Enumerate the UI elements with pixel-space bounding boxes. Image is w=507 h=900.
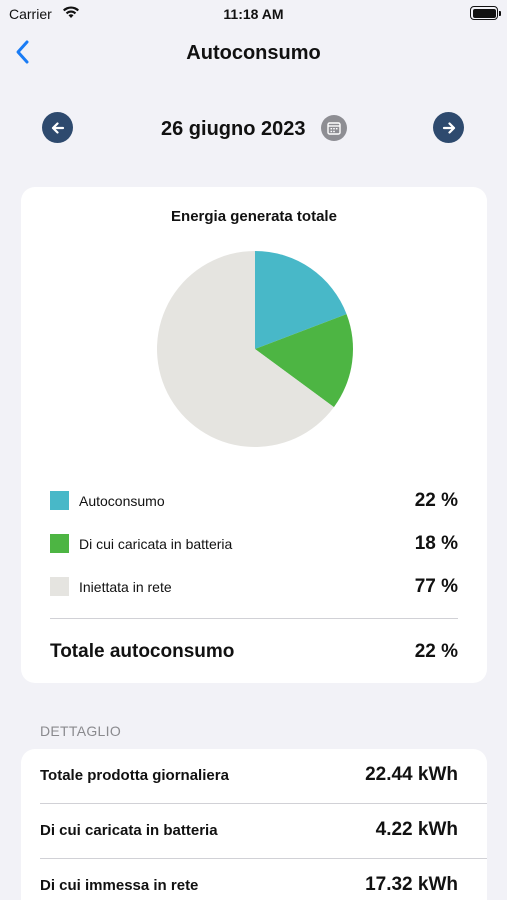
energy-chart-card: Energia generata totale Autoconsumo 22 %… <box>21 187 487 683</box>
detail-row-battery: Di cui caricata in batteria 4.22 kWh <box>40 804 458 859</box>
detail-row-total-produced: Totale prodotta giornaliera 22.44 kWh <box>40 749 458 804</box>
detail-value: 22.44 kWh <box>365 764 458 785</box>
clock: 11:18 AM <box>223 6 284 22</box>
total-value: 22 % <box>414 641 458 662</box>
detail-value: 17.32 kWh <box>365 874 458 895</box>
legend-swatch <box>50 534 69 553</box>
legend-item-rete: Iniettata in rete 77 % <box>50 575 458 597</box>
wifi-icon <box>62 5 80 22</box>
date-label: 26 giugno 2023 <box>161 118 306 140</box>
detail-value: 4.22 kWh <box>375 819 458 840</box>
divider <box>40 803 487 804</box>
pie-slice-0 <box>255 251 347 349</box>
calendar-icon <box>327 122 341 135</box>
legend-label: Di cui caricata in batteria <box>79 536 233 552</box>
legend-value: 77 % <box>414 576 458 597</box>
legend-swatch <box>50 491 69 510</box>
back-button[interactable] <box>12 38 36 66</box>
status-bar: Carrier 11:18 AM <box>0 0 507 28</box>
navigation-bar: Autoconsumo <box>0 30 507 74</box>
legend-value: 18 % <box>414 533 458 554</box>
pie-slice-2 <box>156 251 334 447</box>
arrow-left-icon <box>51 121 64 134</box>
detail-card: Totale prodotta giornaliera 22.44 kWh Di… <box>21 749 487 900</box>
legend-label: Iniettata in rete <box>79 579 172 595</box>
detail-row-grid: Di cui immessa in rete 17.32 kWh <box>40 859 458 900</box>
previous-day-button[interactable] <box>42 112 73 143</box>
chevron-left-icon <box>16 40 29 64</box>
divider <box>50 618 458 619</box>
legend-swatch <box>50 577 69 596</box>
calendar-button[interactable] <box>321 115 347 141</box>
detail-label: Di cui immessa in rete <box>40 877 199 894</box>
next-day-button[interactable] <box>433 112 464 143</box>
legend-item-batteria: Di cui caricata in batteria 18 % <box>50 532 458 554</box>
section-header-dettaglio: DETTAGLIO <box>40 723 122 739</box>
legend-item-autoconsumo: Autoconsumo 22 % <box>50 489 458 511</box>
chart-title: Energia generata totale <box>171 208 337 225</box>
legend-value: 22 % <box>414 490 458 511</box>
arrow-right-icon <box>442 121 455 134</box>
detail-label: Totale prodotta giornaliera <box>40 767 229 784</box>
pie-chart <box>156 251 353 447</box>
total-label: Totale autoconsumo <box>50 641 235 662</box>
page-title: Autoconsumo <box>186 42 321 64</box>
detail-label: Di cui caricata in batteria <box>40 822 218 839</box>
date-selector: 26 giugno 2023 <box>0 110 507 146</box>
total-row: Totale autoconsumo 22 % <box>50 640 458 666</box>
battery-icon <box>470 6 501 20</box>
divider <box>40 858 487 859</box>
legend-label: Autoconsumo <box>79 493 165 509</box>
pie-slice-1 <box>255 314 353 408</box>
carrier-label: Carrier <box>9 6 52 22</box>
